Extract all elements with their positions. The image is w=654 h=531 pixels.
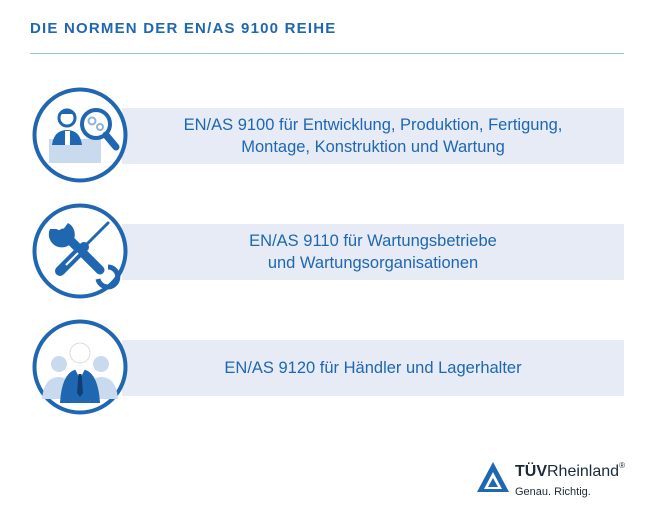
- tuv-triangle-icon: [477, 462, 509, 492]
- wrench-screwdriver-icon: [32, 203, 128, 299]
- business-people-icon: [32, 319, 128, 415]
- norm-band-9110: EN/AS 9110 für Wartungsbetriebe und Wart…: [122, 224, 624, 280]
- norm-text-line: EN/AS 9120 für Händler und Lagerhalter: [224, 359, 522, 377]
- page-title: DIE NORMEN DER EN/AS 9100 REIHE: [30, 20, 337, 37]
- logo-name-light: Rheinland: [547, 463, 620, 480]
- registered-mark: ®: [619, 461, 625, 470]
- norm-text-line: Montage, Konstruktion und Wartung: [241, 138, 505, 156]
- tuv-rheinland-logo: TÜVRheinland® Genau. Richtig.: [476, 461, 636, 505]
- logo-slogan: Genau. Richtig.: [515, 486, 591, 498]
- norm-text-line: EN/AS 9110 für Wartungsbetriebe: [249, 232, 497, 250]
- norm-band-9120: EN/AS 9120 für Händler und Lagerhalter: [122, 340, 624, 396]
- title-divider: [30, 53, 624, 54]
- inspector-magnifier-icon: [32, 87, 128, 183]
- logo-wordmark: TÜVRheinland®: [515, 461, 625, 481]
- norm-band-9100: EN/AS 9100 für Entwicklung, Produktion, …: [122, 108, 624, 164]
- logo-name-bold: TÜV: [515, 463, 547, 480]
- norm-text-line: EN/AS 9100 für Entwicklung, Produktion, …: [183, 116, 563, 134]
- norm-text-line: und Wartungsorganisationen: [267, 254, 479, 272]
